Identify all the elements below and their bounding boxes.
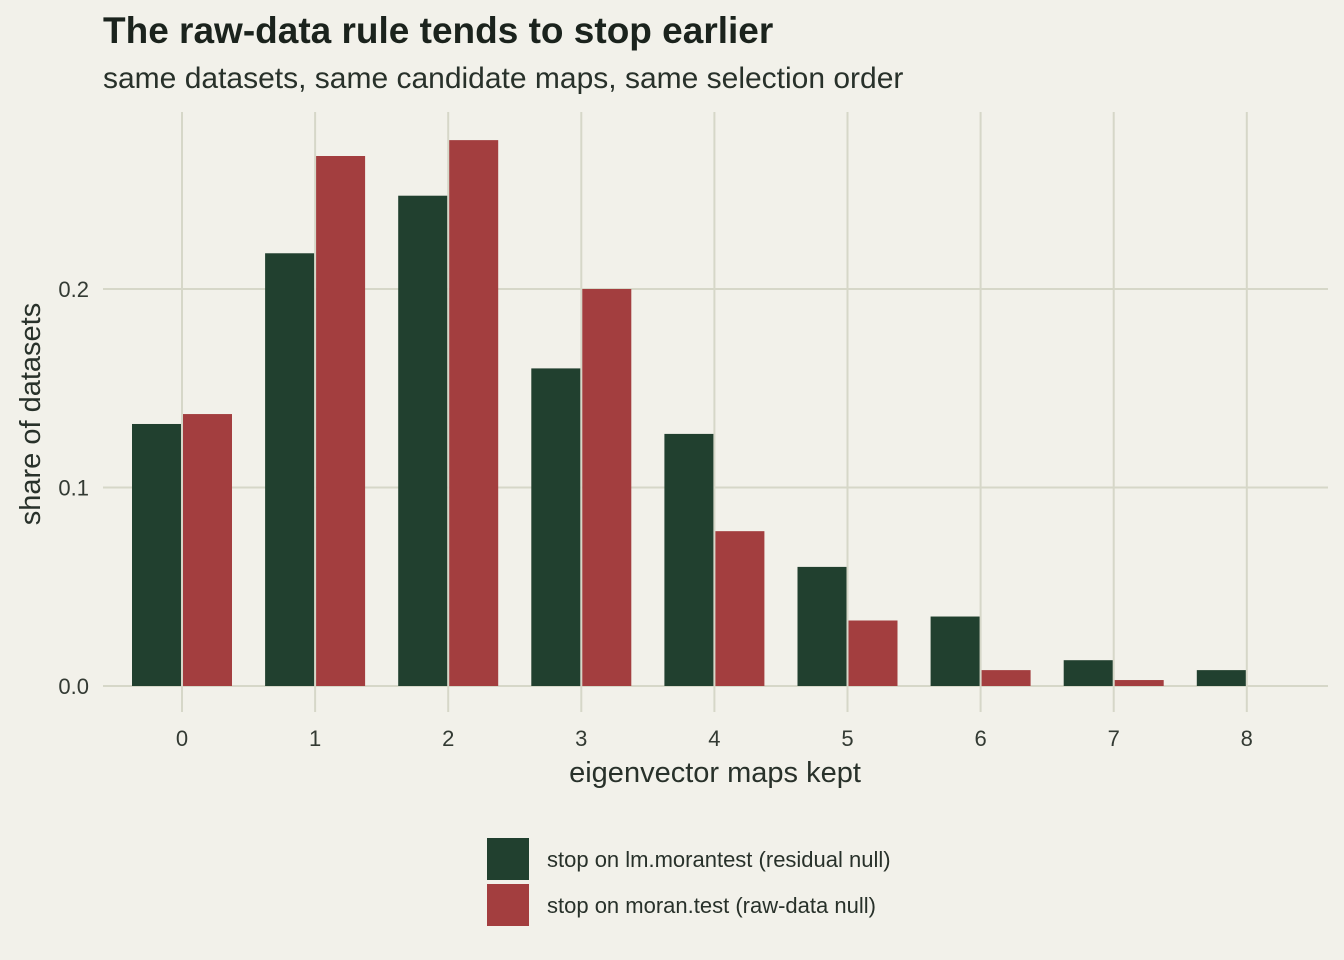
x-tick-labels: 0 1 2 3 4 5 6 7 8 (176, 726, 1253, 751)
chart-subtitle: same datasets, same candidate maps, same… (103, 62, 904, 95)
y-tick-label: 0.1 (58, 476, 89, 501)
bar-residual-null (265, 253, 315, 686)
bar-raw-data-null (1114, 680, 1164, 686)
legend-label: stop on lm.morantest (residual null) (547, 847, 891, 872)
bar-residual-null (930, 616, 980, 686)
legend-swatch (487, 838, 529, 880)
bar-residual-null (132, 423, 181, 686)
bar-residual-null (797, 566, 847, 686)
chart-title: The raw-data rule tends to stop earlier (103, 10, 774, 51)
bar-raw-data-null (848, 620, 898, 686)
x-tick-label: 4 (708, 726, 720, 751)
bar-residual-null (664, 433, 714, 686)
y-tick-label: 0.0 (58, 674, 89, 699)
x-tick-label: 1 (309, 726, 321, 751)
bar-residual-null (1196, 670, 1246, 686)
bar-residual-null (398, 195, 448, 686)
bar-raw-data-null (715, 531, 765, 686)
x-tick-label: 0 (176, 726, 188, 751)
x-tick-label: 5 (841, 726, 853, 751)
bars (132, 140, 1246, 686)
bar-raw-data-null (183, 414, 232, 686)
bar-residual-null (531, 368, 581, 686)
x-tick-label: 7 (1108, 726, 1120, 751)
x-tick-label: 6 (974, 726, 986, 751)
bar-raw-data-null (449, 140, 499, 686)
x-tick-label: 8 (1241, 726, 1253, 751)
y-tick-label: 0.2 (58, 277, 89, 302)
bar-residual-null (1063, 660, 1113, 686)
bar-raw-data-null (582, 289, 632, 686)
bar-raw-data-null (316, 156, 366, 686)
x-tick-label: 3 (575, 726, 587, 751)
bar-raw-data-null (981, 670, 1031, 686)
y-tick-labels: 0.0 0.1 0.2 (58, 277, 89, 699)
y-axis-title: share of datasets (15, 303, 47, 525)
x-tick-label: 2 (442, 726, 454, 751)
legend: stop on lm.morantest (residual null) stop… (487, 838, 891, 926)
legend-swatch (487, 884, 529, 926)
legend-label: stop on moran.test (raw-data null) (547, 893, 876, 918)
x-axis-title: eigenvector maps kept (569, 757, 861, 789)
